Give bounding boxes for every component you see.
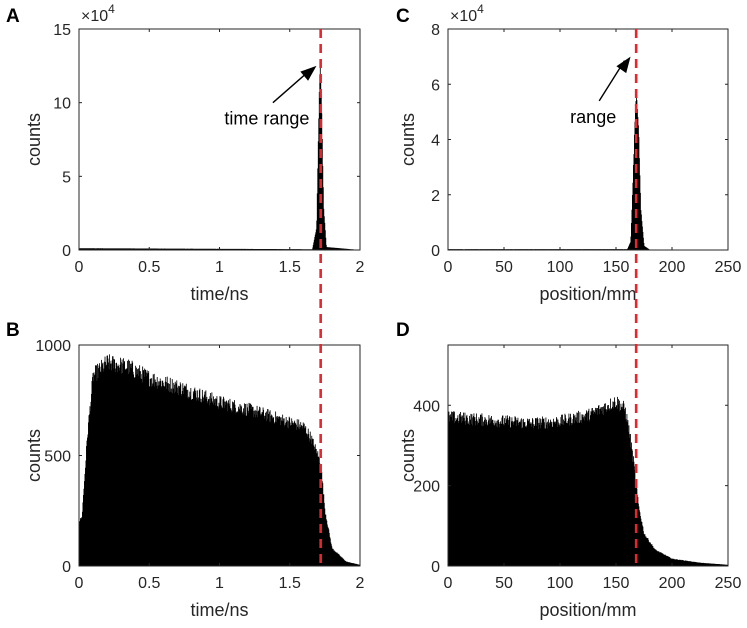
panel-letter: C [396, 6, 410, 27]
x-tick-label: 0 [444, 575, 453, 592]
x-axis-label: time/ns [190, 600, 248, 620]
x-tick-label: 50 [495, 575, 513, 592]
x-axis-label: position/mm [539, 284, 636, 304]
x-axis-label: time/ns [190, 284, 248, 304]
x-tick-label: 150 [603, 259, 630, 276]
exponent-power: 4 [108, 2, 115, 16]
x-tick-label: 250 [715, 259, 742, 276]
y-exponent-label: ×104 [81, 2, 115, 25]
x-tick-label: 2 [356, 575, 365, 592]
annotation-arrow-head [300, 65, 317, 81]
y-exponent-label: ×104 [450, 2, 484, 25]
x-tick-label: 0.5 [138, 575, 160, 592]
y-axis-label: counts [398, 113, 418, 166]
x-tick-label: 0 [444, 259, 453, 276]
panel-c-position-histogram: 0 50 100 150 200 250 0 2 4 6 8 position/mm counts C ×1… [396, 2, 741, 304]
y-tick-label: 400 [413, 398, 440, 415]
axes-box [447, 28, 729, 251]
y-tick-label: 4 [431, 133, 440, 150]
x-tick-label: 200 [659, 259, 686, 276]
y-tick-label: 500 [44, 449, 71, 466]
annotation-label: range [570, 107, 616, 127]
panel-d-position-histogram-zoom: 0 50 100 150 200 250 0 200 400 position/mm counts D [396, 320, 741, 620]
y-tick-label: 15 [53, 22, 71, 39]
x-tick-label: 250 [715, 575, 742, 592]
y-tick-label: 200 [413, 479, 440, 496]
y-tick-label: 6 [431, 77, 440, 94]
x-tick-label: 2 [356, 259, 365, 276]
y-tick-label: 0 [62, 559, 71, 576]
y-tick-label: 5 [62, 169, 71, 186]
y-tick-label: 1000 [35, 338, 71, 355]
exponent-power: 4 [477, 2, 484, 16]
x-tick-label: 0 [75, 575, 84, 592]
histogram-bars-a [79, 63, 361, 250]
annotation-arrow-head [616, 56, 631, 74]
y-tick-label: 2 [431, 188, 440, 205]
y-tick-label: 0 [62, 243, 71, 260]
x-tick-label: 150 [603, 575, 630, 592]
x-tick-label: 0 [75, 259, 84, 276]
x-tick-label: 1.5 [279, 259, 301, 276]
panel-letter: B [6, 320, 20, 341]
x-tick-label: 1.5 [279, 575, 301, 592]
exponent-base: ×10 [81, 8, 108, 25]
panel-b-time-histogram-zoom: 0 0.5 1 1.5 2 0 500 1000 time/ns counts B [6, 320, 365, 620]
panel-letter: A [6, 6, 20, 27]
x-tick-label: 100 [547, 575, 574, 592]
y-tick-label: 0 [431, 559, 440, 576]
y-tick-label: 10 [53, 96, 71, 113]
y-axis-label: counts [398, 429, 418, 482]
exponent-base: ×10 [450, 8, 477, 25]
y-tick-label: 0 [431, 243, 440, 260]
x-tick-label: 0.5 [138, 259, 160, 276]
panel-letter: D [396, 320, 410, 341]
x-tick-label: 200 [659, 575, 686, 592]
histogram-bars-b [79, 354, 361, 566]
x-tick-label: 1 [215, 575, 224, 592]
x-tick-label: 100 [547, 259, 574, 276]
y-axis-label: counts [24, 113, 44, 166]
annotation-label: time range [224, 109, 309, 129]
x-tick-label: 50 [495, 259, 513, 276]
x-tick-label: 1 [215, 259, 224, 276]
y-tick-label: 8 [431, 22, 440, 39]
histogram-bars-d [448, 396, 729, 566]
y-axis-label: counts [24, 429, 44, 482]
x-axis-label: position/mm [539, 600, 636, 620]
axes-box [447, 344, 729, 567]
panel-a-time-histogram: 0 0.5 1 1.5 2 0 5 10 15 time/ns counts A ×104 time ra… [6, 2, 365, 304]
